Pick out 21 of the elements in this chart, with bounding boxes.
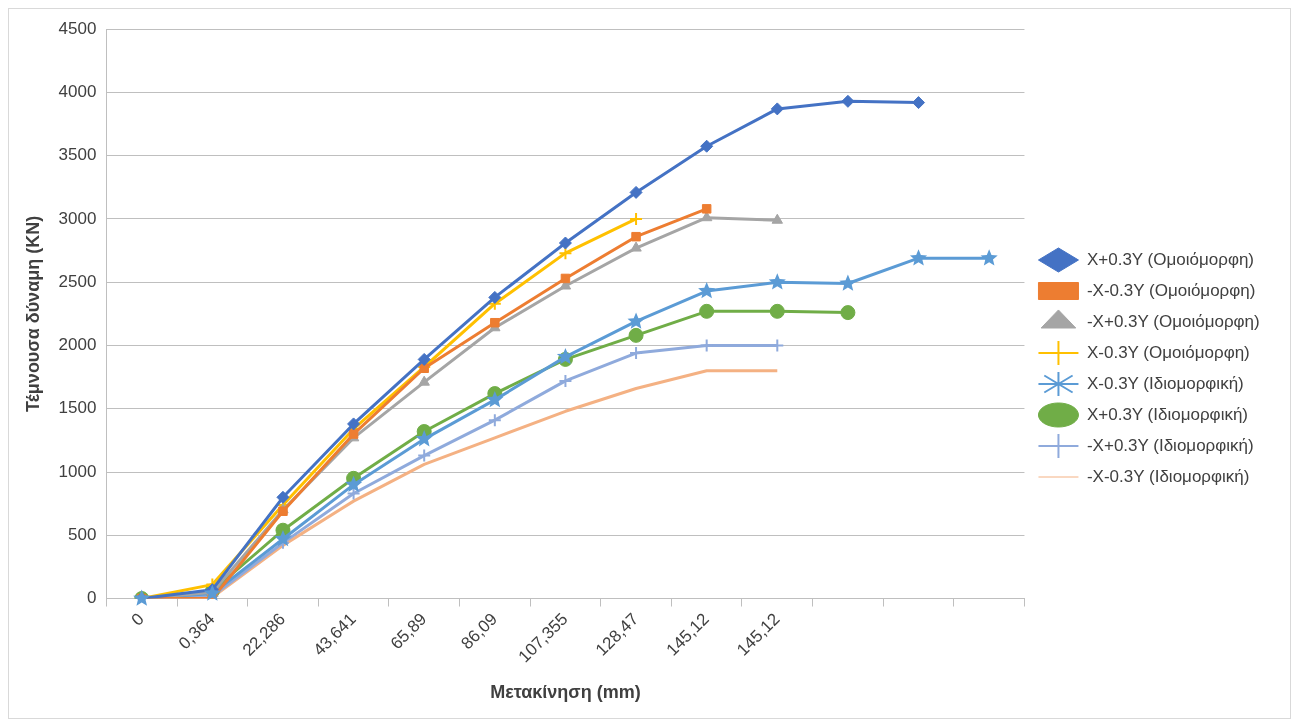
legend-label: -X+0.3Y (Ομοιόμορφη) [1086,311,1260,331]
y-tick-label: 3500 [58,145,97,165]
legend-label: -X+0.3Y (Ιδιομορφική) [1086,435,1254,455]
y-tick-label: 1000 [58,461,97,481]
y-tick-label: 2500 [58,271,97,291]
y-axis-title: Τέμνουσα δύναμη (KN) [22,215,43,412]
legend-label: X+0.3Y (Ομοιόμορφη) [1086,249,1255,269]
x-axis-title: Μετακίνηση (mm) [490,682,641,703]
y-tick-label: 0 [86,588,97,608]
legend-label: -X-0.3Y (Ομοιόμορφη) [1086,280,1256,300]
y-tick-label: 3000 [58,208,97,228]
y-tick-label: 2000 [58,335,97,355]
y-tick-label: 4000 [58,82,97,102]
y-tick-label: 1500 [58,398,97,418]
y-tick-label: 4500 [58,18,97,38]
y-tick-label: 500 [68,524,97,544]
x-tick-label: 0 [127,609,148,630]
legend-label: X-0.3Y (Ομοιόμορφη) [1086,342,1250,362]
legend-label: X+0.3Y (Ιδιομορφική) [1086,404,1249,424]
legend-label: X-0.3Y (Ιδιομορφική) [1086,373,1244,393]
legend-label: -X-0.3Y (Ιδιομορφική) [1086,466,1250,486]
